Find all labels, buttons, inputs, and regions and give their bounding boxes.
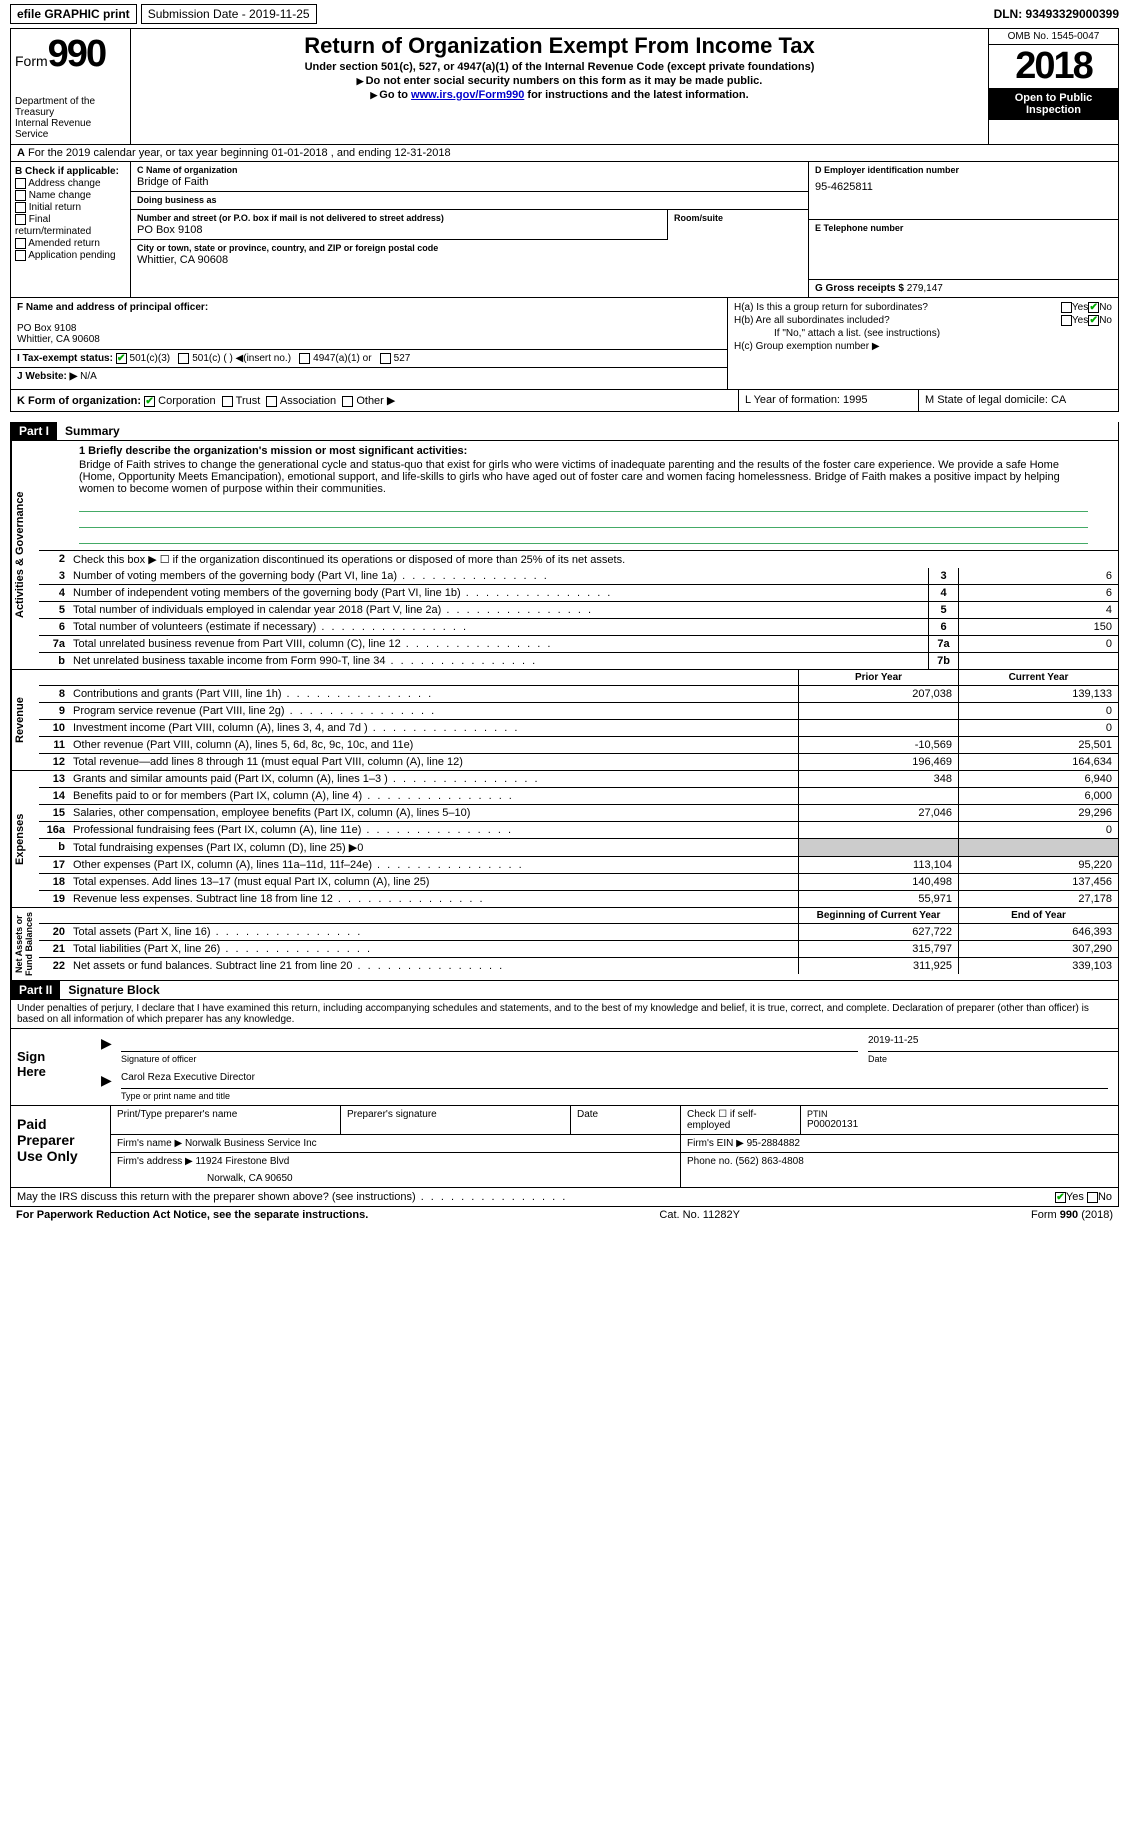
form-header: Form990 Department of the Treasury Inter… bbox=[10, 28, 1119, 145]
top-bar: efile GRAPHIC print Submission Date - 20… bbox=[10, 4, 1119, 24]
col-h-group: H(a) Is this a group return for subordin… bbox=[728, 298, 1118, 389]
dept-treasury: Department of the Treasury Internal Reve… bbox=[15, 96, 126, 140]
row-k: K Form of organization: Corporation Trus… bbox=[10, 390, 1119, 412]
activities-governance: Activities & Governance 1 Briefly descri… bbox=[10, 441, 1119, 670]
subtitle-2: Do not enter social security numbers on … bbox=[366, 75, 763, 87]
open-inspection: Open to Public Inspection bbox=[989, 88, 1118, 120]
subtitle-1: Under section 501(c), 527, or 4947(a)(1)… bbox=[139, 61, 980, 73]
net-assets-section: Net Assets orFund Balances Beginning of … bbox=[10, 908, 1119, 981]
dln: DLN: 93493329000399 bbox=[994, 7, 1119, 21]
omb-number: OMB No. 1545-0047 bbox=[989, 29, 1118, 45]
col-c-org-info: C Name of organizationBridge of Faith Do… bbox=[131, 162, 808, 297]
submission-date: Submission Date - 2019-11-25 bbox=[141, 4, 317, 24]
form-word: Form bbox=[15, 53, 48, 69]
discuss-row: May the IRS discuss this return with the… bbox=[10, 1188, 1119, 1207]
gross-receipts: 279,147 bbox=[907, 283, 943, 294]
irs-link[interactable]: www.irs.gov/Form990 bbox=[411, 89, 524, 101]
part-2-header: Part II Signature Block bbox=[10, 981, 1119, 1000]
city: Whittier, CA 90608 bbox=[137, 254, 802, 266]
street: PO Box 9108 bbox=[137, 224, 661, 236]
mission-text: Bridge of Faith strives to change the ge… bbox=[79, 459, 1088, 495]
row-a-tax-year: A For the 2019 calendar year, or tax yea… bbox=[10, 145, 1119, 162]
website: N/A bbox=[80, 371, 97, 382]
org-name: Bridge of Faith bbox=[137, 176, 802, 188]
part-1-header: Part I Summary bbox=[10, 422, 1119, 441]
tax-year: 2018 bbox=[989, 45, 1118, 88]
form-number: 990 bbox=[48, 33, 105, 75]
col-d-ein: D Employer identification number95-46258… bbox=[808, 162, 1118, 297]
efile-badge: efile GRAPHIC print bbox=[10, 4, 137, 24]
ein: 95-4625811 bbox=[815, 181, 1112, 193]
signature-block: Under penalties of perjury, I declare th… bbox=[10, 1000, 1119, 1188]
col-b-checkboxes: B Check if applicable: Address change Na… bbox=[11, 162, 131, 297]
revenue-section: Revenue Prior YearCurrent Year 8Contribu… bbox=[10, 670, 1119, 771]
form-title: Return of Organization Exempt From Incom… bbox=[139, 33, 980, 59]
footer: For Paperwork Reduction Act Notice, see … bbox=[10, 1207, 1119, 1223]
expenses-section: Expenses 13Grants and similar amounts pa… bbox=[10, 771, 1119, 908]
col-f-officer: F Name and address of principal officer:… bbox=[11, 298, 728, 389]
